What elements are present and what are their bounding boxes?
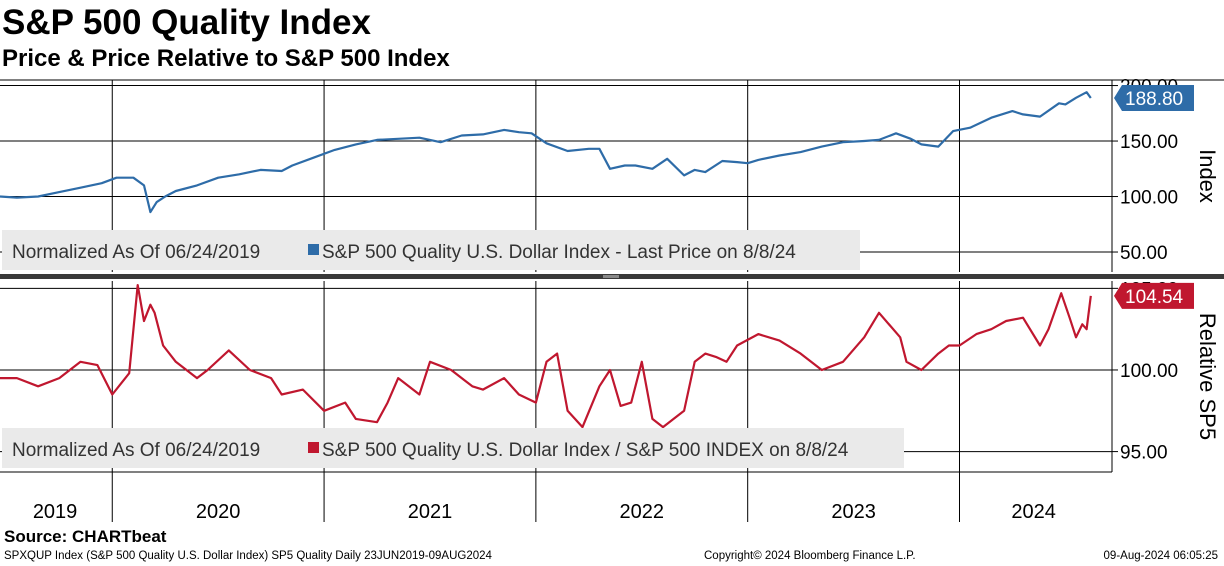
- y-axis-title: Relative SP5: [1195, 313, 1220, 440]
- y-tick-label: 150.00: [1120, 132, 1178, 153]
- x-year-label: 2022: [620, 501, 665, 523]
- chart-subtitle: Price & Price Relative to S&P 500 Index: [2, 45, 450, 72]
- source-label: Source: CHARTbeat: [4, 527, 167, 546]
- x-year-label: 2019: [33, 501, 78, 523]
- last-value-badge: [1114, 84, 1194, 111]
- y-tick-label: 95.00: [1120, 443, 1168, 464]
- footer-ticker-info: SPXQUP Index (S&P 500 Quality U.S. Dolla…: [4, 550, 492, 562]
- legend-note: Normalized As Of 06/24/2019: [12, 242, 260, 263]
- x-year-label: 2024: [1011, 501, 1056, 523]
- last-value-label: 104.54: [1125, 287, 1184, 308]
- x-year-label: 2021: [408, 501, 453, 523]
- last-value-badge: [1114, 282, 1194, 309]
- legend-box: [2, 428, 904, 468]
- legend-swatch: [308, 442, 319, 453]
- legend-label: S&P 500 Quality U.S. Dollar Index / S&P …: [322, 440, 849, 461]
- x-year-label: 2020: [196, 501, 241, 523]
- legend-note: Normalized As Of 06/24/2019: [12, 440, 260, 461]
- chart-title: S&P 500 Quality Index: [2, 3, 371, 42]
- legend-swatch: [308, 244, 319, 255]
- series-line: [0, 91, 1092, 214]
- y-tick-label: 100.00: [1120, 188, 1178, 209]
- y-tick-label: 100.00: [1120, 361, 1178, 382]
- legend-box: [2, 230, 860, 270]
- divider-handle: [603, 275, 619, 278]
- chart-area: 200.00150.00100.0050.00188.80IndexNormal…: [0, 77, 1224, 523]
- y-axis-title: Index: [1195, 149, 1220, 203]
- footer-timestamp: 09-Aug-2024 06:05:25: [1103, 550, 1218, 562]
- last-value-label: 188.80: [1125, 89, 1183, 110]
- y-tick-label: 50.00: [1120, 243, 1168, 264]
- series-line: [0, 284, 1092, 429]
- legend-label: S&P 500 Quality U.S. Dollar Index - Last…: [322, 242, 796, 263]
- footer-copyright: Copyright© 2024 Bloomberg Finance L.P.: [704, 550, 916, 562]
- x-year-label: 2023: [831, 501, 876, 523]
